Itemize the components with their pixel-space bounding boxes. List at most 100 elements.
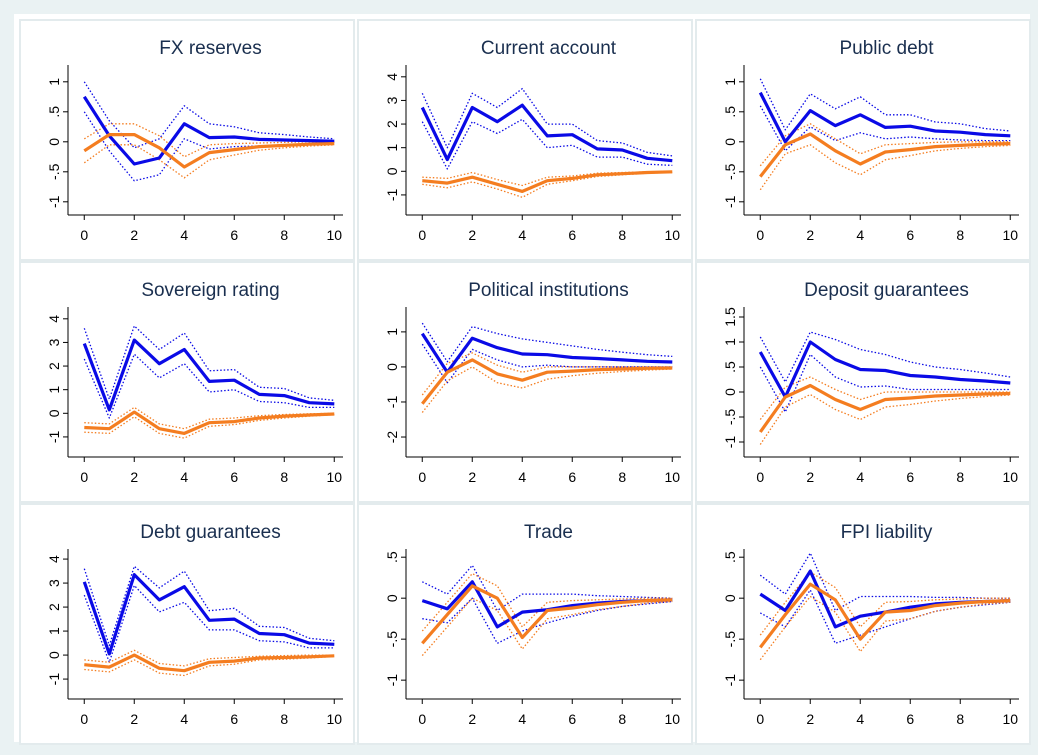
y-tick-label: -.5 bbox=[384, 631, 400, 648]
x-tick-label: 4 bbox=[180, 711, 188, 727]
y-tick-label: 4 bbox=[46, 315, 62, 323]
confidence-line bbox=[759, 376, 1011, 420]
confidence-line bbox=[83, 584, 335, 663]
panel: FPI liability -1 -.5 0 .5 0 2 4 6 8 10 bbox=[695, 503, 1031, 745]
confidence-line bbox=[83, 565, 335, 647]
response-line bbox=[82, 338, 335, 412]
x-tick-label: 0 bbox=[756, 711, 764, 727]
x-tick-label: 10 bbox=[1002, 469, 1018, 485]
y-tick-label: 1.5 bbox=[722, 307, 738, 327]
y-tick-label: -1 bbox=[722, 195, 738, 208]
confidence-line bbox=[421, 366, 673, 413]
y-tick-label: 1 bbox=[722, 78, 738, 86]
x-tick-label: 8 bbox=[280, 469, 288, 485]
confidence-line bbox=[759, 393, 1011, 445]
y-tick-label: -.5 bbox=[722, 163, 738, 180]
confidence-line bbox=[83, 123, 335, 158]
x-tick-label: 8 bbox=[956, 227, 964, 243]
x-tick-label: 4 bbox=[180, 227, 188, 243]
x-tick-label: 4 bbox=[856, 711, 864, 727]
panel-title: Current account bbox=[481, 38, 617, 59]
x-tick-label: 10 bbox=[664, 711, 680, 727]
x-tick-label: 2 bbox=[468, 227, 476, 243]
y-tick-label: 2 bbox=[46, 362, 62, 370]
panel-title: Sovereign rating bbox=[141, 280, 279, 301]
y-tick-label: 2 bbox=[46, 603, 62, 611]
x-tick-label: 6 bbox=[906, 711, 914, 727]
panel: Public debt-1-.50.510 2 4 6 8 10 bbox=[695, 19, 1031, 261]
y-tick-label: 0 bbox=[384, 594, 400, 602]
y-tick-label: 1 bbox=[46, 78, 62, 86]
confidence-line bbox=[421, 343, 673, 384]
y-tick-label: 4 bbox=[384, 73, 400, 81]
y-tick-label: -1 bbox=[722, 674, 738, 687]
y-tick-label: 0 bbox=[384, 167, 400, 175]
x-tick-label: 8 bbox=[956, 469, 964, 485]
y-tick-label: -1 bbox=[384, 396, 400, 409]
x-tick-label: 2 bbox=[130, 227, 138, 243]
response-line bbox=[421, 358, 673, 405]
panel-background bbox=[695, 503, 1031, 745]
x-tick-label: 10 bbox=[326, 227, 342, 243]
response-line bbox=[420, 103, 673, 163]
y-tick-label: 1 bbox=[46, 627, 62, 635]
y-tick-label: 0 bbox=[722, 594, 738, 602]
y-tick-label: -1 bbox=[46, 673, 62, 686]
x-tick-label: 6 bbox=[906, 227, 914, 243]
panel: Deposit guarantees -1 -.5 0 .5 1 1.5 0 2 4 6 8 10 bbox=[695, 261, 1031, 503]
confidence-line bbox=[83, 325, 335, 401]
y-tick-label: 1 bbox=[722, 338, 738, 346]
panel: FX reserves-1-.50.510 2 4 6 8 10 bbox=[19, 19, 355, 261]
y-tick-label: .5 bbox=[46, 106, 62, 118]
response-line bbox=[758, 340, 1011, 399]
y-tick-label: .5 bbox=[722, 551, 738, 563]
confidence-line bbox=[421, 118, 673, 170]
confidence-line bbox=[759, 552, 1011, 612]
y-tick-label: -1 bbox=[722, 436, 738, 449]
x-tick-label: 2 bbox=[806, 711, 814, 727]
x-tick-label: 0 bbox=[80, 227, 88, 243]
panel-title: Trade bbox=[524, 522, 573, 543]
x-tick-label: 10 bbox=[664, 227, 680, 243]
panel-title: Public debt bbox=[839, 38, 934, 59]
x-tick-label: 10 bbox=[326, 469, 342, 485]
panel-background bbox=[357, 19, 693, 261]
panel-title: FX reserves bbox=[159, 38, 261, 59]
x-tick-label: 6 bbox=[230, 227, 238, 243]
x-tick-label: 0 bbox=[80, 469, 88, 485]
y-tick-label: -1 bbox=[384, 188, 400, 201]
x-tick-label: 4 bbox=[518, 227, 526, 243]
y-tick-label: .5 bbox=[722, 106, 738, 118]
x-tick-label: 0 bbox=[418, 469, 426, 485]
y-tick-label: -1 bbox=[46, 430, 62, 443]
confidence-line bbox=[421, 597, 673, 657]
x-tick-label: 4 bbox=[856, 227, 864, 243]
x-tick-label: 10 bbox=[1002, 227, 1018, 243]
x-tick-label: 6 bbox=[230, 469, 238, 485]
y-tick-label: -1 bbox=[46, 195, 62, 208]
response-line bbox=[758, 91, 1011, 144]
confidence-line bbox=[759, 123, 1011, 167]
x-tick-label: 0 bbox=[756, 469, 764, 485]
y-tick-label: 1 bbox=[384, 328, 400, 336]
x-tick-label: 8 bbox=[956, 711, 964, 727]
y-tick-label: 0 bbox=[46, 138, 62, 146]
response-line bbox=[82, 95, 335, 166]
y-tick-label: 3 bbox=[46, 579, 62, 587]
y-tick-label: 3 bbox=[384, 96, 400, 104]
y-tick-label: 0 bbox=[722, 138, 738, 146]
x-tick-label: 2 bbox=[468, 469, 476, 485]
response-line bbox=[83, 132, 335, 169]
confidence-line bbox=[421, 572, 673, 632]
y-tick-label: 2 bbox=[384, 120, 400, 128]
x-tick-label: 6 bbox=[568, 711, 576, 727]
x-tick-label: 2 bbox=[130, 711, 138, 727]
y-tick-label: -.5 bbox=[46, 163, 62, 180]
confidence-line bbox=[759, 353, 1011, 413]
y-tick-label: 0 bbox=[384, 363, 400, 371]
x-tick-label: 8 bbox=[280, 711, 288, 727]
x-tick-label: 6 bbox=[906, 469, 914, 485]
response-line bbox=[84, 410, 335, 435]
